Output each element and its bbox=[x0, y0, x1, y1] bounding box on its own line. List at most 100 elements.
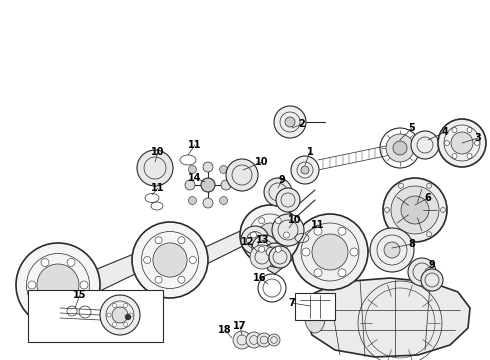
Circle shape bbox=[37, 264, 79, 306]
Ellipse shape bbox=[266, 247, 280, 257]
Circle shape bbox=[144, 256, 151, 264]
Circle shape bbox=[275, 218, 281, 224]
Text: 16: 16 bbox=[253, 273, 267, 283]
Text: 12: 12 bbox=[241, 237, 255, 247]
Circle shape bbox=[467, 153, 472, 158]
Circle shape bbox=[259, 218, 265, 224]
Circle shape bbox=[203, 198, 213, 208]
Circle shape bbox=[233, 331, 251, 349]
Circle shape bbox=[226, 159, 258, 191]
Circle shape bbox=[411, 131, 439, 159]
Circle shape bbox=[125, 314, 131, 320]
Circle shape bbox=[132, 222, 208, 298]
Polygon shape bbox=[196, 227, 249, 269]
Circle shape bbox=[264, 178, 292, 206]
Circle shape bbox=[338, 227, 346, 235]
Text: 13: 13 bbox=[256, 235, 270, 245]
Circle shape bbox=[263, 243, 287, 267]
Circle shape bbox=[252, 235, 278, 261]
Circle shape bbox=[67, 258, 75, 266]
Circle shape bbox=[386, 134, 414, 162]
Text: 10: 10 bbox=[151, 147, 165, 157]
Ellipse shape bbox=[305, 303, 325, 333]
Circle shape bbox=[272, 214, 304, 246]
Circle shape bbox=[393, 141, 407, 155]
Circle shape bbox=[408, 258, 436, 286]
Circle shape bbox=[137, 150, 173, 186]
Circle shape bbox=[112, 307, 128, 323]
Text: 8: 8 bbox=[409, 239, 416, 249]
Text: 11: 11 bbox=[188, 140, 202, 150]
Polygon shape bbox=[87, 250, 144, 297]
Circle shape bbox=[113, 323, 117, 327]
Circle shape bbox=[467, 127, 472, 132]
Circle shape bbox=[338, 269, 346, 277]
Text: 11: 11 bbox=[311, 220, 325, 230]
Text: 18: 18 bbox=[218, 325, 232, 335]
Circle shape bbox=[474, 140, 480, 145]
Circle shape bbox=[123, 303, 127, 307]
Circle shape bbox=[189, 166, 196, 174]
Circle shape bbox=[220, 197, 227, 204]
Circle shape bbox=[438, 119, 486, 167]
Circle shape bbox=[250, 245, 274, 269]
Circle shape bbox=[41, 258, 49, 266]
Circle shape bbox=[276, 188, 300, 212]
Circle shape bbox=[285, 117, 295, 127]
Circle shape bbox=[274, 106, 306, 138]
Circle shape bbox=[100, 295, 140, 335]
Circle shape bbox=[284, 232, 290, 238]
Circle shape bbox=[123, 323, 127, 327]
Circle shape bbox=[269, 246, 291, 268]
Circle shape bbox=[291, 156, 319, 184]
Circle shape bbox=[258, 223, 282, 247]
Circle shape bbox=[275, 246, 281, 252]
Polygon shape bbox=[295, 293, 335, 320]
Circle shape bbox=[153, 243, 187, 277]
Circle shape bbox=[241, 226, 269, 254]
Circle shape bbox=[155, 276, 162, 283]
Text: 6: 6 bbox=[425, 193, 431, 203]
Circle shape bbox=[314, 269, 322, 277]
Circle shape bbox=[189, 197, 196, 204]
Text: 5: 5 bbox=[409, 123, 416, 133]
Circle shape bbox=[28, 281, 36, 289]
Circle shape bbox=[401, 196, 429, 224]
Circle shape bbox=[268, 334, 280, 346]
Circle shape bbox=[129, 313, 133, 317]
Circle shape bbox=[246, 332, 262, 348]
Circle shape bbox=[452, 153, 457, 158]
Text: 14: 14 bbox=[188, 173, 202, 183]
Text: 9: 9 bbox=[279, 175, 285, 185]
Circle shape bbox=[302, 248, 310, 256]
Text: 11: 11 bbox=[151, 183, 165, 193]
Circle shape bbox=[178, 276, 185, 283]
Circle shape bbox=[444, 140, 449, 145]
Text: 7: 7 bbox=[289, 298, 295, 308]
Text: 10: 10 bbox=[255, 157, 269, 167]
Circle shape bbox=[178, 237, 185, 244]
Circle shape bbox=[221, 180, 231, 190]
Circle shape bbox=[259, 246, 265, 252]
Circle shape bbox=[257, 333, 271, 347]
Circle shape bbox=[220, 166, 227, 174]
Circle shape bbox=[185, 180, 195, 190]
Polygon shape bbox=[262, 230, 292, 274]
Text: 9: 9 bbox=[429, 260, 436, 270]
Text: 15: 15 bbox=[73, 290, 87, 300]
Circle shape bbox=[383, 178, 447, 242]
Text: 17: 17 bbox=[233, 321, 247, 331]
Circle shape bbox=[41, 303, 49, 311]
Circle shape bbox=[384, 242, 400, 258]
Circle shape bbox=[155, 237, 162, 244]
Circle shape bbox=[314, 227, 322, 235]
Circle shape bbox=[240, 205, 300, 265]
FancyBboxPatch shape bbox=[28, 290, 163, 342]
Circle shape bbox=[67, 303, 75, 311]
Polygon shape bbox=[305, 278, 470, 357]
Circle shape bbox=[452, 127, 457, 132]
Circle shape bbox=[189, 256, 196, 264]
Circle shape bbox=[451, 132, 473, 154]
Circle shape bbox=[113, 303, 117, 307]
Circle shape bbox=[201, 178, 215, 192]
